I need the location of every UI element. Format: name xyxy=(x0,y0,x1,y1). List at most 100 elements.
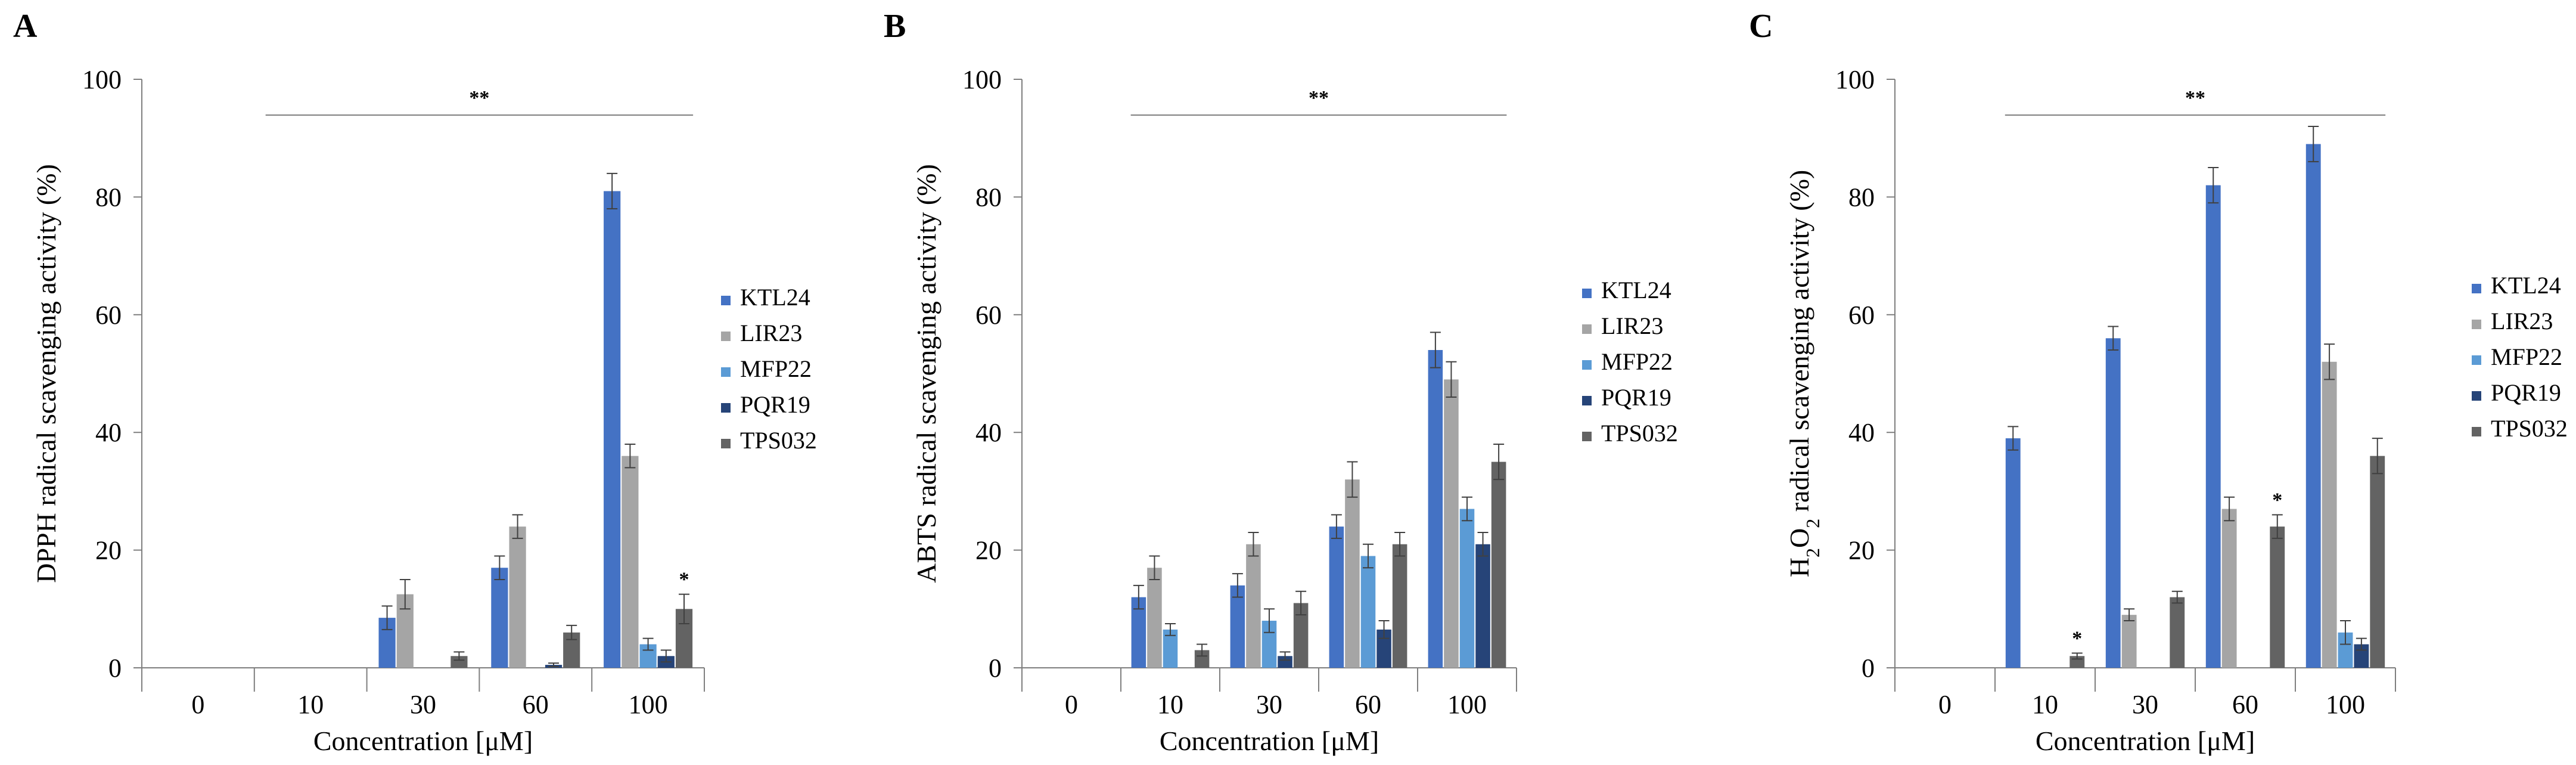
y-tick-label: 20 xyxy=(975,536,1002,565)
y-axis-title-part: H xyxy=(1784,558,1814,577)
bar-tps032-30 xyxy=(2170,597,2185,668)
error-bar xyxy=(453,651,465,661)
bar-tps032-30 xyxy=(450,656,468,668)
bar-lir23-60 xyxy=(509,526,526,668)
x-axis-title: Concentration [μM] xyxy=(2036,726,2255,756)
y-tick-label: 60 xyxy=(95,301,122,330)
error-bar xyxy=(2208,167,2219,204)
error-bar xyxy=(2324,343,2335,380)
y-tick-label: 100 xyxy=(82,65,122,94)
y-tick-label: 60 xyxy=(975,301,1002,330)
legend-swatch-mfp22 xyxy=(721,367,731,377)
x-tick-label: 0 xyxy=(191,690,204,719)
legend-label-pqr19: PQR19 xyxy=(2491,379,2561,406)
legend: KTL24 LIR23 MFP22 PQR19 TPS032 xyxy=(1582,277,1678,447)
error-bar xyxy=(1264,608,1275,633)
y-tick-label: 40 xyxy=(975,418,1002,447)
bar-ktl24-30 xyxy=(1230,585,1245,668)
error-bar xyxy=(1493,443,1505,481)
legend-label-lir23: LIR23 xyxy=(1601,312,1663,339)
legend-swatch-ktl24 xyxy=(721,296,731,305)
y-tick-label: 100 xyxy=(1835,65,1875,94)
y-tick-label: 40 xyxy=(1848,418,1875,447)
legend-label-mfp22: MFP22 xyxy=(740,355,812,382)
legend-swatch-tps032 xyxy=(1582,432,1592,441)
x-tick-label: 60 xyxy=(1355,690,1381,719)
legend-swatch-lir23 xyxy=(2472,320,2481,329)
bar-ktl24-30 xyxy=(2105,338,2121,668)
bar-lir23-60 xyxy=(1345,479,1360,668)
panel-letter: C xyxy=(1749,8,1773,45)
error-bar xyxy=(679,593,690,624)
bar-lir23-100 xyxy=(2322,361,2337,668)
legend-label-mfp22: MFP22 xyxy=(1601,348,1673,375)
bar-ktl24-60 xyxy=(2205,185,2221,668)
x-tick-label: 30 xyxy=(1256,690,1282,719)
error-bar xyxy=(1279,651,1291,661)
legend-swatch-pqr19 xyxy=(721,403,731,413)
error-bar xyxy=(2108,326,2119,351)
significance-label: ** xyxy=(2185,87,2205,109)
legend-swatch-ktl24 xyxy=(1582,289,1592,298)
legend-label-ktl24: KTL24 xyxy=(740,284,810,311)
bar-mfp22-100 xyxy=(1459,509,1475,668)
y-tick-label: 100 xyxy=(962,65,1002,94)
significance-star: * xyxy=(2272,489,2282,511)
x-tick-label: 10 xyxy=(1157,690,1183,719)
legend-label-pqr19: PQR19 xyxy=(1601,384,1671,411)
error-bar xyxy=(1232,573,1243,598)
error-bar xyxy=(1149,555,1160,580)
y-axis-title-part: radical scavenging activity (%) xyxy=(1784,170,1814,519)
y-axis-title-part: 2 xyxy=(1802,519,1823,528)
error-bar xyxy=(494,555,505,580)
error-bar xyxy=(512,514,523,539)
bar-mfp22-60 xyxy=(1360,556,1376,668)
legend-label-ktl24: KTL24 xyxy=(1601,277,1671,303)
error-bar xyxy=(399,578,411,610)
error-bar xyxy=(566,624,577,640)
legend-label-mfp22: MFP22 xyxy=(2491,343,2562,370)
bar-pqr19-30 xyxy=(1278,656,1292,668)
error-bar xyxy=(381,605,393,630)
legend-swatch-lir23 xyxy=(721,332,731,341)
y-tick-label: 20 xyxy=(1848,536,1875,565)
x-axis-title: Concentration [μM] xyxy=(1160,726,1379,756)
error-bar xyxy=(2224,496,2235,522)
bar-tps032-60 xyxy=(1392,544,1407,668)
y-axis-title-part: O xyxy=(1784,528,1814,548)
error-bar xyxy=(1363,543,1374,569)
bar-ktl24-100 xyxy=(1428,350,1443,668)
legend-label-tps032: TPS032 xyxy=(2491,415,2568,442)
x-tick-label: 0 xyxy=(1065,690,1078,719)
y-axis-title: ABTS radical scavenging activity (%) xyxy=(911,164,941,583)
error-bar xyxy=(1248,531,1259,557)
panel-letter: B xyxy=(884,8,906,45)
error-bar xyxy=(2272,514,2283,539)
y-tick-label: 0 xyxy=(1862,653,1875,683)
y-axis-title: H2O2 radical scavenging activity (%) xyxy=(1784,170,1823,577)
error-bar xyxy=(1331,514,1342,539)
bar-lir23-100 xyxy=(1444,379,1459,668)
error-bar xyxy=(2372,438,2383,475)
bar-ktl24-100 xyxy=(2305,144,2321,668)
legend-swatch-pqr19 xyxy=(1582,396,1592,405)
bar-pqr19-100 xyxy=(1475,544,1490,668)
bar-lir23-30 xyxy=(2121,615,2137,668)
y-axis-title-part: 2 xyxy=(1802,548,1823,558)
error-bar xyxy=(624,443,636,469)
chart-panel-a: A 0 20 40 60 80 100 0 10 30 60 100 Concentration [μM… xyxy=(13,8,817,756)
y-axis-title: DPPH radical scavenging activity (%) xyxy=(31,164,61,583)
panel-letter: A xyxy=(13,8,38,45)
legend-label-pqr19: PQR19 xyxy=(740,391,810,418)
x-axis-title: Concentration [μM] xyxy=(313,726,533,756)
x-tick-label: 60 xyxy=(523,690,549,719)
y-tick-label: 0 xyxy=(108,653,122,683)
significance-label: ** xyxy=(1309,87,1329,109)
error-bar xyxy=(2171,590,2183,604)
bar-tps032-100 xyxy=(2370,456,2385,668)
significance-label: ** xyxy=(469,87,489,109)
x-tick-label: 30 xyxy=(410,690,436,719)
legend-swatch-tps032 xyxy=(2472,427,2481,436)
bar-tps032-100 xyxy=(1491,462,1506,668)
error-bar xyxy=(2124,608,2135,622)
